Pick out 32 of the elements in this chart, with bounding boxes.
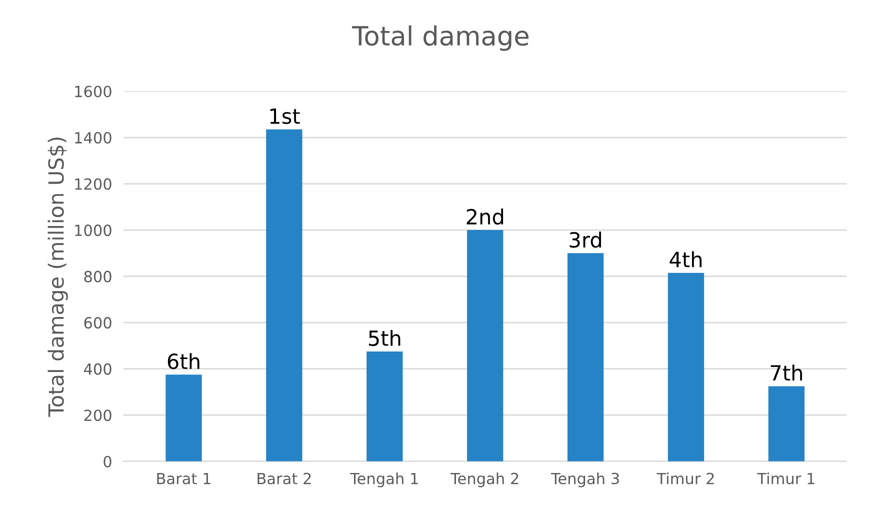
annotation: 7th: [770, 364, 802, 380]
x-tick-label: Tengah 1: [350, 472, 418, 488]
bar: [668, 272, 704, 462]
bar: [366, 351, 403, 462]
y-tick-label: 1400: [75, 132, 112, 144]
y-tick-label: 0: [104, 456, 112, 468]
bar: [768, 386, 805, 462]
y-tick-label: 400: [84, 363, 112, 375]
y-axis-title: Total damage (million US$): [48, 138, 68, 417]
y-tick-label: 1000: [75, 224, 112, 236]
bar: [467, 230, 504, 462]
annotation: 2nd: [466, 208, 504, 225]
annotation: 1st: [270, 108, 300, 124]
x-tick-label: Tengah 3: [550, 472, 619, 488]
annotation: 5th: [368, 330, 400, 346]
x-tick-label: Barat 2: [258, 472, 311, 484]
y-tick-label: 1600: [75, 86, 112, 98]
bar: [567, 253, 604, 462]
bar: [166, 374, 202, 462]
y-tick-label: 800: [84, 270, 112, 282]
x-tick-label: Tengah 2: [450, 472, 518, 488]
x-tick-label: Timur 2: [656, 472, 714, 484]
bar: [266, 129, 302, 462]
annotation: 6th: [168, 353, 200, 370]
annotation: 4th: [670, 251, 702, 268]
y-tick-label: 200: [84, 410, 112, 422]
annotation: 3rd: [570, 232, 601, 248]
y-tick-label: 600: [84, 317, 112, 329]
chart-title: Total damage: [352, 25, 528, 51]
x-tick-label: Timur 1: [757, 472, 814, 484]
y-tick-label: 1200: [75, 178, 112, 190]
x-tick-label: Barat 1: [157, 472, 210, 484]
